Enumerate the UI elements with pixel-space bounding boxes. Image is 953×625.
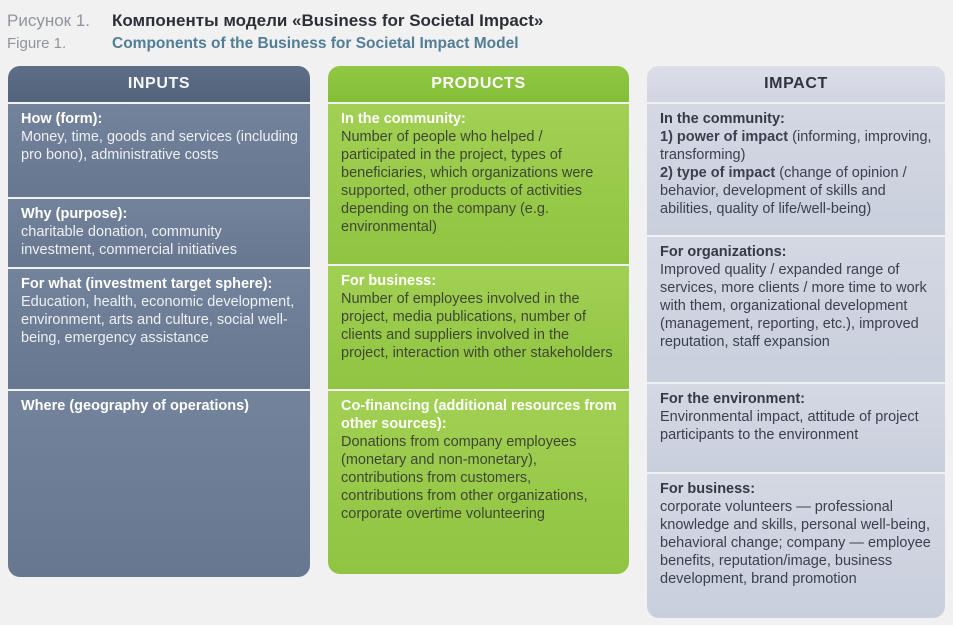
cell-impact-community: In the community: 1) power of impact (inf… (647, 104, 945, 235)
column-header-inputs: INPUTS (8, 66, 310, 102)
cell-impact-environment-heading: For the environment: (660, 391, 806, 407)
cell-impact-business-heading: For business: (660, 481, 756, 497)
cell-inputs-where: Where (geography of operations) (8, 391, 310, 577)
cell-impact-environment: For the environment: Environmental impact… (647, 384, 945, 472)
cell-inputs-how-body: Money, time, goods and services (includi… (21, 129, 298, 163)
cell-products-community-body: Number of people who helped / participat… (341, 129, 594, 235)
cell-inputs-for-what-body: Education, health, economic development,… (21, 294, 295, 346)
cell-products-business: For business: Number of employees involve… (328, 266, 629, 389)
cell-impact-organizations-heading: For organizations: (660, 244, 787, 260)
cell-impact-community-heading: In the community: (660, 111, 785, 127)
caption-row-ru: Рисунок 1. Компоненты модели «Business f… (7, 10, 953, 32)
cell-inputs-where-heading: Where (geography of operations) (21, 398, 249, 414)
cell-impact-organizations-body: Improved quality / expanded range of ser… (660, 262, 927, 350)
column-products: PRODUCTS In the community: Number of peopl… (328, 66, 629, 574)
text-segment: (informing, improving, transforming) (660, 129, 932, 163)
cell-products-business-heading: For business: (341, 273, 437, 289)
column-header-products: PRODUCTS (328, 66, 629, 102)
cell-products-cofinancing: Co-financing (additional resources from … (328, 391, 629, 574)
cell-products-business-body: Number of employees involved in the proj… (341, 291, 613, 361)
cell-impact-environment-body: Environmental impact, attitude of projec… (660, 409, 919, 443)
cell-inputs-why-body: charitable donation, community investmen… (21, 224, 237, 258)
cell-inputs-how: How (form): Money, time, goods and servic… (8, 104, 310, 197)
cell-inputs-for-what: For what (investment target sphere): Educ… (8, 269, 310, 389)
cell-products-cofinancing-body: Donations from company employees (moneta… (341, 434, 588, 522)
cell-impact-community-body: 1) power of impact (informing, improving… (660, 128, 933, 218)
text-segment: (change of opinion / behavior, developme… (660, 165, 907, 217)
cell-inputs-why-heading: Why (purpose): (21, 206, 128, 222)
cell-inputs-for-what-heading: For what (investment target sphere): (21, 276, 273, 292)
cell-products-community-heading: In the community: (341, 111, 466, 127)
cell-inputs-why: Why (purpose): charitable donation, commu… (8, 199, 310, 267)
figure-title-ru: Компоненты модели «Business for Societal… (112, 11, 544, 30)
column-header-impact: IMPACT (647, 66, 945, 102)
column-inputs: INPUTS How (form): Money, time, goods and … (8, 66, 310, 577)
cell-inputs-how-heading: How (form): (21, 111, 103, 127)
figure-label-en: Figure 1. (7, 35, 67, 52)
figure-label-ru: Рисунок 1. (7, 11, 91, 30)
text-segment: 1) power of impact (660, 129, 789, 145)
cell-products-community: In the community: Number of people who he… (328, 104, 629, 264)
model-columns: INPUTS How (form): Money, time, goods and … (0, 66, 953, 618)
cell-impact-business-body: corporate volunteers — professional know… (660, 499, 931, 587)
cell-products-cofinancing-heading: Co-financing (additional resources from … (341, 398, 617, 432)
figure-title-en: Components of the Business for Societal … (112, 35, 519, 52)
column-impact: IMPACT In the community: 1) power of impac… (647, 66, 945, 618)
text-segment: 2) type of impact (660, 165, 776, 181)
cell-impact-business: For business: corporate volunteers — prof… (647, 474, 945, 618)
caption-row-en: Figure 1. Components of the Business for… (7, 34, 953, 54)
figure-caption: Рисунок 1. Компоненты модели «Business f… (0, 0, 953, 54)
cell-impact-organizations: For organizations: Improved quality / exp… (647, 237, 945, 382)
